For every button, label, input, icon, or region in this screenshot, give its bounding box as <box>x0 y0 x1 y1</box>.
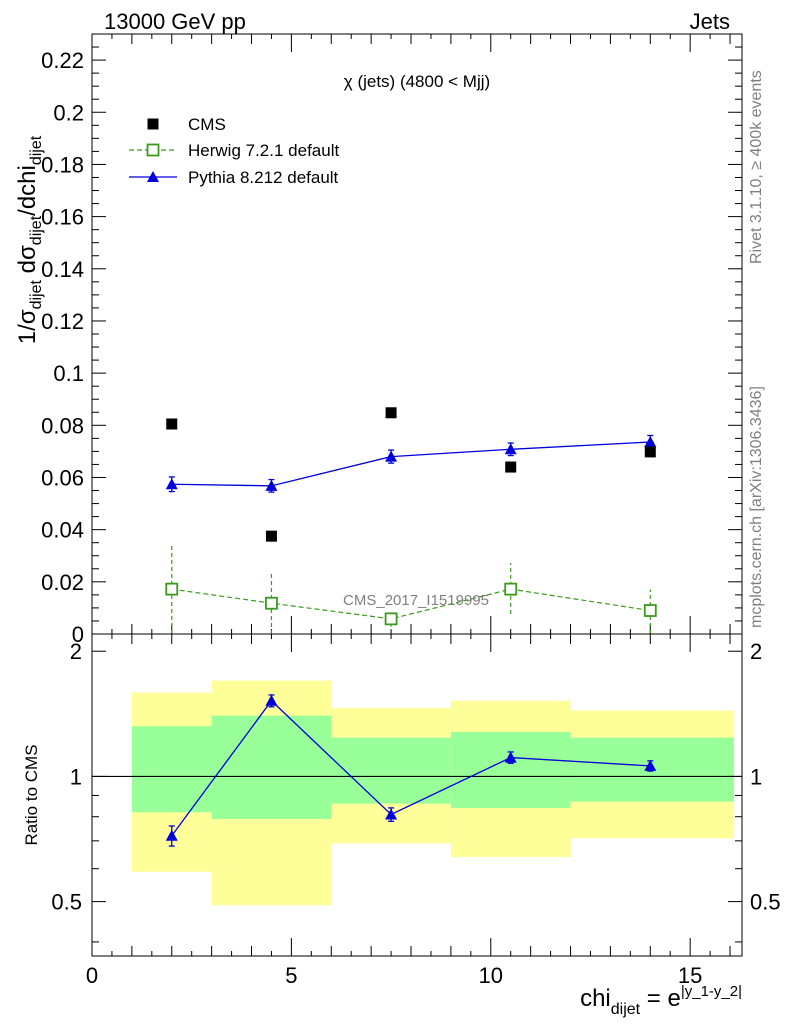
ratio-band-green <box>331 737 451 804</box>
cms-point <box>644 446 656 458</box>
ratio-band-green <box>211 715 332 819</box>
pythia-series <box>165 434 657 493</box>
ratio-y-tick-label: 1 <box>70 764 82 789</box>
legend: CMS Herwig 7.2.1 default Pythia 8.212 defa… <box>129 115 339 187</box>
y-tick-label: 0.06 <box>41 465 84 490</box>
pythia-point <box>265 479 278 491</box>
ratio-band-green <box>450 731 571 808</box>
herwig-point <box>643 604 657 617</box>
herwig-point <box>165 582 179 596</box>
y-tick-label: 0.22 <box>41 48 84 73</box>
cms-point <box>265 530 277 542</box>
herwig-point <box>504 582 518 596</box>
rivet-info: Rivet 3.1.10, ≥ 400k events <box>748 70 765 264</box>
ratio-y-tick-label-right: 2 <box>750 639 762 664</box>
watermark: CMS_2017_I1519995 <box>343 592 489 609</box>
y-tick-label: 0.1 <box>53 361 84 386</box>
ratio-pythia-point <box>385 808 398 820</box>
legend-label: CMS <box>188 115 226 134</box>
header-left: 13000 GeV pp <box>104 9 246 34</box>
ratio-bands <box>131 680 735 906</box>
herwig-point <box>265 596 278 610</box>
y-tick-label: 0.14 <box>41 257 84 282</box>
ratio-band-green <box>131 726 212 813</box>
ratio-pythia-series <box>165 694 657 847</box>
legend-label: Pythia 8.212 default <box>188 168 339 187</box>
main-panel: 0 0.02 0.04 0.06 0.08 0.1 0.12 0.14 0.16 0.18 0.2 0… <box>41 33 743 647</box>
legend-label: Herwig 7.2.1 default <box>188 141 339 160</box>
y-tick-label: 0.2 <box>53 100 84 125</box>
ratio-pythia-point <box>504 751 517 763</box>
ratio-y-tick-label: 0.5 <box>51 890 82 915</box>
ratio-pythia-point <box>644 759 657 771</box>
y-tick-label: 0.12 <box>41 309 84 334</box>
ratio-axis-ticks: 0.5 0.5 1 1 2 2 0 5 10 15 <box>51 634 781 988</box>
ratio-pythia-point <box>165 829 178 841</box>
pythia-point <box>504 443 517 455</box>
herwig-line <box>171 588 651 620</box>
herwig-point <box>384 612 398 626</box>
ratio-y-tick-label-right: 0.5 <box>750 890 781 915</box>
ratio-panel: 0.5 0.5 1 1 2 2 0 5 10 15 <box>51 633 781 988</box>
x-tick-label: 10 <box>479 963 503 988</box>
pythia-point <box>644 436 657 447</box>
herwig-series <box>165 543 657 634</box>
main-title: χ (jets) (4800 < Mjj) <box>344 72 490 91</box>
ratio-pythia-point <box>265 694 278 706</box>
x-tick-label: 15 <box>678 963 702 988</box>
ratio-y-tick-label-right: 1 <box>750 764 762 789</box>
y-tick-label: 0.18 <box>41 152 84 177</box>
main-axis-ticks: 0 0.02 0.04 0.06 0.08 0.1 0.12 0.14 0.16 0.18 0.2 0… <box>41 34 742 647</box>
legend-cms-marker <box>147 118 159 130</box>
y-tick-label: 0.02 <box>41 570 84 595</box>
legend-pythia-marker <box>147 171 159 182</box>
pythia-point <box>165 478 178 490</box>
y-tick-label: 0 <box>72 622 84 647</box>
ratio-y-label: Ratio to CMS <box>22 744 41 845</box>
cms-point <box>166 418 178 430</box>
y-tick-label: 0.16 <box>41 205 84 230</box>
header-right: Jets <box>690 9 730 34</box>
ratio-y-tick-label: 2 <box>70 639 82 664</box>
mcplots-info: mcplots.cern.ch [arXiv:1306.3436] <box>748 386 765 628</box>
cms-point <box>505 461 517 473</box>
y-tick-label: 0.08 <box>41 413 84 438</box>
x-tick-label: 5 <box>285 963 297 988</box>
cms-series <box>166 407 656 542</box>
pythia-point <box>385 450 398 462</box>
cms-point <box>385 407 397 419</box>
x-tick-label: 0 <box>86 963 98 988</box>
legend-herwig-marker <box>146 143 160 157</box>
y-tick-label: 0.04 <box>41 518 84 543</box>
